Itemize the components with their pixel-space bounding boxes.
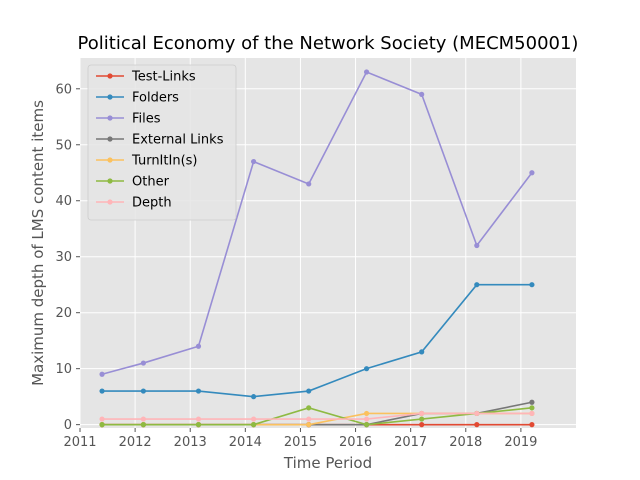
legend-marker bbox=[107, 178, 113, 184]
x-axis-ticks: 2011 2012 2013 2014 2015 2016 2017 2018 2019 bbox=[63, 428, 537, 450]
x-tick-label: 2016 bbox=[339, 435, 372, 450]
y-tick-label: 50 bbox=[55, 138, 72, 153]
data-point-other bbox=[251, 422, 257, 428]
legend-marker bbox=[107, 73, 113, 79]
legend: Test-Links Folders Files External Links Turn… bbox=[87, 64, 237, 221]
data-point-other bbox=[529, 405, 535, 411]
data-point-test-links bbox=[474, 422, 480, 428]
x-tick-label: 2017 bbox=[394, 435, 427, 450]
data-point-depth bbox=[251, 416, 257, 422]
data-point-folders bbox=[195, 388, 202, 394]
legend-label: External Links bbox=[132, 133, 224, 148]
data-point-test-links bbox=[419, 422, 425, 428]
data-point-files bbox=[419, 91, 425, 97]
data-point-folders bbox=[99, 388, 105, 394]
legend-marker bbox=[107, 94, 113, 100]
legend-item: Files bbox=[96, 112, 161, 127]
y-axis-ticks: 0 10 20 30 40 50 60 bbox=[55, 82, 80, 433]
x-tick-label: 2011 bbox=[63, 435, 96, 450]
data-point-other bbox=[99, 422, 105, 428]
data-point-folders bbox=[251, 394, 257, 400]
data-point-files bbox=[195, 343, 202, 349]
data-point-external-links bbox=[529, 399, 535, 405]
x-tick-label: 2012 bbox=[119, 435, 152, 450]
grid-lines bbox=[79, 58, 576, 428]
data-point-files bbox=[306, 181, 312, 187]
data-point-depth bbox=[419, 410, 425, 417]
data-point-folders bbox=[529, 282, 535, 288]
data-point-files bbox=[140, 360, 146, 366]
data-point-turnitin-s bbox=[306, 422, 312, 428]
data-point-test-links bbox=[529, 422, 535, 428]
data-point-folders bbox=[306, 388, 312, 394]
x-tick-label: 2014 bbox=[229, 435, 262, 450]
legend-marker bbox=[107, 157, 113, 163]
legend-item: Folders bbox=[96, 91, 179, 106]
data-point-other bbox=[195, 422, 202, 428]
legend-label: Depth bbox=[132, 196, 172, 211]
y-axis-label: Maximum depth of LMS content items bbox=[29, 100, 47, 386]
data-point-depth bbox=[195, 416, 202, 422]
data-point-folders bbox=[363, 366, 370, 372]
x-tick-label: 2018 bbox=[449, 435, 482, 450]
y-tick-label: 0 bbox=[64, 418, 72, 433]
data-point-folders bbox=[419, 349, 425, 355]
y-tick-label: 40 bbox=[55, 194, 72, 209]
data-point-files bbox=[251, 158, 257, 165]
data-point-other bbox=[140, 422, 146, 428]
data-point-depth bbox=[363, 416, 370, 422]
data-point-folders bbox=[140, 388, 146, 394]
data-point-depth bbox=[529, 410, 535, 417]
data-point-files bbox=[363, 69, 370, 75]
y-tick-label: 60 bbox=[55, 82, 72, 97]
x-tick-label: 2019 bbox=[504, 435, 537, 450]
legend-item: Other bbox=[96, 175, 170, 190]
series-folders bbox=[99, 282, 535, 400]
legend-item: Test-Links bbox=[96, 70, 196, 85]
data-point-depth bbox=[99, 416, 105, 422]
series-files bbox=[99, 69, 535, 377]
data-point-depth bbox=[140, 416, 146, 422]
data-point-other bbox=[363, 422, 370, 428]
y-tick-label: 10 bbox=[55, 362, 72, 377]
legend-label: Files bbox=[132, 112, 161, 127]
data-point-depth bbox=[474, 410, 480, 417]
x-axis-label: Time Period bbox=[283, 454, 372, 472]
data-point-files bbox=[529, 170, 535, 176]
y-tick-label: 30 bbox=[55, 250, 72, 265]
data-point-other bbox=[306, 405, 312, 411]
x-tick-label: 2015 bbox=[284, 435, 317, 450]
series-depth bbox=[99, 410, 535, 422]
data-point-turnitin-s bbox=[363, 410, 370, 417]
legend-label: Folders bbox=[132, 91, 179, 106]
data-point-depth bbox=[306, 416, 312, 422]
legend-box bbox=[87, 64, 237, 221]
legend-item: External Links bbox=[96, 133, 224, 148]
data-point-folders bbox=[474, 282, 480, 288]
data-point-other bbox=[419, 416, 425, 422]
legend-label: Other bbox=[132, 175, 170, 190]
legend-marker bbox=[107, 136, 113, 142]
legend-label: Test-Links bbox=[131, 70, 196, 85]
chart-title: Political Economy of the Network Society… bbox=[78, 33, 579, 54]
legend-item: Depth bbox=[96, 196, 172, 211]
x-tick-label: 2013 bbox=[174, 435, 207, 450]
legend-marker bbox=[107, 115, 113, 121]
legend-label: TurnItIn(s) bbox=[131, 154, 197, 169]
series-other bbox=[99, 405, 535, 428]
legend-item: TurnItIn(s) bbox=[96, 154, 197, 169]
data-point-files bbox=[474, 242, 480, 249]
legend-marker bbox=[107, 199, 113, 205]
series-layer bbox=[99, 69, 535, 428]
data-point-files bbox=[99, 371, 105, 377]
y-tick-label: 20 bbox=[55, 306, 72, 321]
